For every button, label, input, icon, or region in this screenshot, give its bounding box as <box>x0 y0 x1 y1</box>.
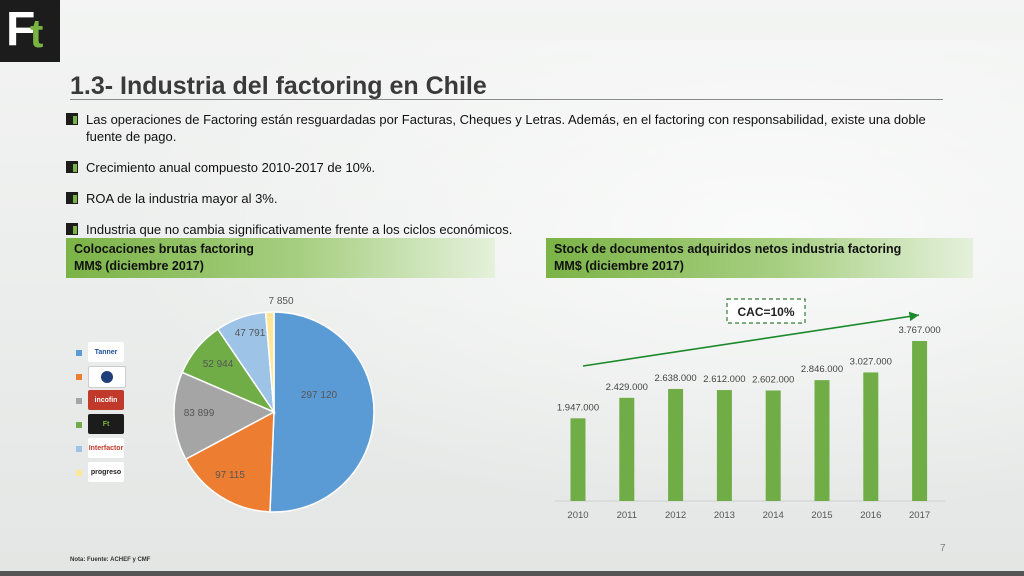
bar <box>814 380 830 501</box>
bullet-text: Industria que no cambia significativamen… <box>86 222 513 237</box>
bullet-item: Industria que no cambia significativamen… <box>66 221 946 238</box>
bar-data-label: 2.846.000 <box>801 364 843 375</box>
pie-data-label: 52 944 <box>203 359 234 370</box>
cac-box <box>726 298 806 324</box>
legend-swatch <box>76 422 82 428</box>
bar <box>570 418 586 501</box>
source-note: Nota: Fuente: ACHEF y CMF <box>70 557 151 563</box>
bar <box>668 388 684 501</box>
ft-logo: F t <box>0 0 60 62</box>
x-tick-label: 2011 <box>617 510 637 521</box>
bullet-text: ROA de la industria mayor al 3%. <box>86 191 278 206</box>
x-tick-label: 2012 <box>665 510 686 521</box>
page-number: 7 <box>940 543 946 554</box>
cac-annotation: CAC=10% <box>737 305 794 319</box>
ft-bullet-icon <box>66 192 78 204</box>
page-title: 1.3- Industria del factoring en Chile <box>70 72 487 100</box>
pie-slice <box>264 311 275 413</box>
x-tick-label: 2015 <box>811 510 832 521</box>
incofin-logo-icon: incofin <box>88 390 124 410</box>
bar-data-label: 1.947.000 <box>557 402 599 413</box>
x-tick-label: 2016 <box>860 510 881 521</box>
bar-data-label: 2.612.000 <box>703 374 745 385</box>
interfactor-logo-icon: Interfactor <box>88 438 124 458</box>
pie-data-label: 7 850 <box>268 296 293 307</box>
x-tick-label: 2014 <box>763 510 784 521</box>
bar <box>716 390 732 501</box>
bullet-item: Las operaciones de Factoring están resgu… <box>66 111 946 145</box>
legend-swatch <box>76 374 82 380</box>
right-panel-title: Stock de documentos adquiridos netos ind… <box>554 242 902 256</box>
trend-arrow <box>582 311 920 367</box>
x-tick-label: 2013 <box>714 510 735 521</box>
title-divider <box>70 99 943 100</box>
bar-data-label: 2.638.000 <box>654 373 696 384</box>
left-panel-title: Colocaciones brutas factoring <box>74 242 254 256</box>
pie-data-label: 47 791 <box>235 328 266 339</box>
bar-data-label: 2.602.000 <box>752 374 794 385</box>
bullet-item: ROA de la industria mayor al 3%. <box>66 190 946 207</box>
pie-slice <box>269 311 375 513</box>
legend-swatch <box>76 398 82 404</box>
bar-data-label: 3.027.000 <box>850 356 892 367</box>
right-panel-header: Stock de documentos adquiridos netos ind… <box>546 238 973 278</box>
left-panel-header: Colocaciones brutas factoring MM$ (dicie… <box>66 238 495 278</box>
tanner-logo-icon: Tanner <box>88 342 124 362</box>
right-panel-subtitle: MM$ (diciembre 2017) <box>554 259 684 273</box>
x-tick-label: 2017 <box>909 510 930 521</box>
bar <box>912 341 928 501</box>
background-sheet <box>0 40 1024 576</box>
circle-logo-icon <box>88 366 126 388</box>
legend-swatch <box>76 446 82 452</box>
logo-letter-t: t <box>30 12 44 56</box>
ft-bullet-icon <box>66 223 78 235</box>
ft-bullet-icon <box>66 161 78 173</box>
pie-data-label: 297 120 <box>301 390 338 401</box>
legend-swatch <box>76 350 82 356</box>
bullet-item: Crecimiento anual compuesto 2010-2017 de… <box>66 159 946 176</box>
bullet-text: Crecimiento anual compuesto 2010-2017 de… <box>86 160 376 175</box>
bullet-list: Las operaciones de Factoring están resgu… <box>66 111 946 252</box>
bar <box>765 390 781 501</box>
bullet-text: Las operaciones de Factoring están resgu… <box>86 112 926 144</box>
bar-data-label: 2.429.000 <box>606 382 648 393</box>
footer-bar <box>0 571 1024 576</box>
bar <box>619 397 635 501</box>
bar <box>863 372 879 501</box>
ft-bullet-icon <box>66 113 78 125</box>
pie-data-label: 83 899 <box>184 408 215 419</box>
x-tick-label: 2010 <box>567 510 588 521</box>
logo-letter-f: F <box>6 3 36 56</box>
pie-slice <box>173 371 276 461</box>
left-panel-subtitle: MM$ (diciembre 2017) <box>74 259 204 273</box>
legend-swatch <box>76 470 82 476</box>
pie-slice <box>184 410 275 513</box>
bar-data-label: 3.767.000 <box>898 325 940 336</box>
progreso-logo-icon: progreso <box>88 462 124 482</box>
pie-data-label: 97 115 <box>215 470 245 481</box>
ft-logo-icon: Ft <box>88 414 124 434</box>
